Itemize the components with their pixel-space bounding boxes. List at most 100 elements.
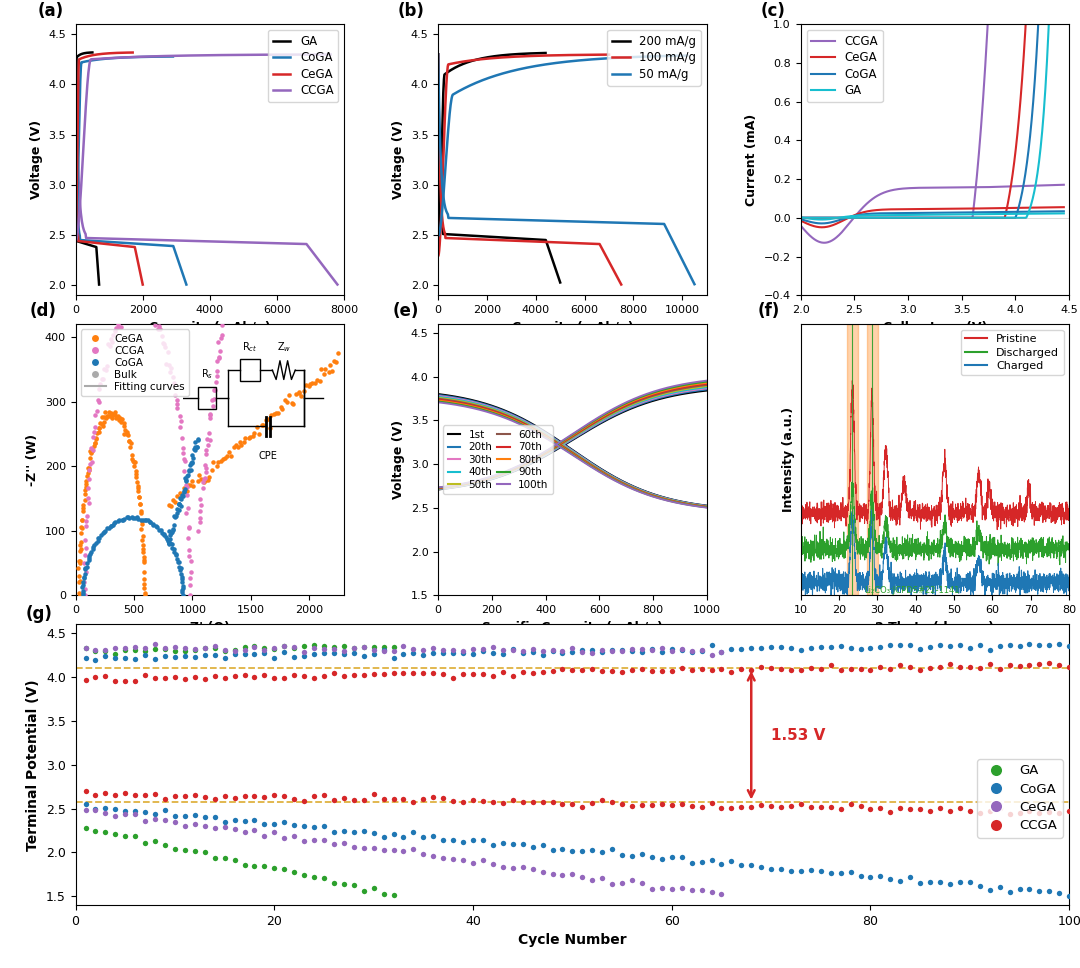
- Point: [713, 661, 730, 677]
- CCGA: [211, 236, 224, 248]
- Point: [90, 420, 107, 436]
- Point: [961, 659, 978, 675]
- Point: [136, 643, 153, 658]
- Point: [70, 554, 87, 569]
- Point: [183, 564, 200, 580]
- Point: [76, 555, 93, 570]
- Point: [110, 512, 127, 528]
- Point: [157, 837, 174, 853]
- Point: [673, 850, 690, 865]
- Point: [147, 518, 164, 533]
- Point: [181, 477, 199, 493]
- Point: [1011, 881, 1028, 896]
- Point: [84, 541, 102, 557]
- Point: [146, 312, 163, 327]
- Point: [156, 526, 173, 541]
- Point: [1021, 636, 1038, 651]
- Point: [216, 643, 233, 658]
- Point: [135, 541, 152, 557]
- Point: [174, 487, 191, 502]
- Point: [82, 445, 99, 461]
- Point: [174, 582, 191, 597]
- Point: [84, 539, 102, 555]
- Point: [181, 570, 199, 586]
- Point: [123, 295, 140, 311]
- Point: [160, 533, 177, 549]
- Point: [415, 666, 432, 681]
- GA: [80, 238, 93, 250]
- X-axis label: Z' (Ω): Z' (Ω): [190, 620, 230, 634]
- Point: [99, 408, 117, 424]
- Point: [86, 802, 104, 818]
- Point: [71, 588, 89, 603]
- 200 mA/g: [551, 268, 564, 280]
- Point: [653, 797, 671, 812]
- Point: [176, 463, 193, 478]
- Point: [673, 797, 690, 812]
- Point: [118, 425, 135, 440]
- 50 mA/g: [553, 215, 566, 227]
- Point: [86, 801, 104, 816]
- Point: [604, 794, 621, 809]
- Point: [1061, 638, 1078, 653]
- Point: [623, 641, 640, 656]
- Point: [921, 802, 939, 818]
- Point: [534, 795, 551, 810]
- Point: [504, 643, 522, 658]
- Point: [86, 407, 104, 422]
- Point: [237, 431, 254, 446]
- Point: [235, 813, 253, 829]
- 200 mA/g: [554, 277, 567, 288]
- Point: [365, 667, 382, 682]
- Point: [275, 670, 293, 685]
- Point: [165, 544, 183, 560]
- Point: [902, 659, 919, 675]
- Point: [881, 804, 899, 820]
- Point: [114, 307, 132, 322]
- Point: [125, 510, 143, 526]
- Point: [604, 642, 621, 657]
- Point: [862, 640, 879, 655]
- Point: [384, 666, 402, 681]
- Point: [355, 824, 373, 839]
- Point: [266, 787, 283, 802]
- Point: [119, 296, 136, 312]
- Point: [216, 820, 233, 835]
- Point: [1030, 656, 1048, 672]
- Point: [181, 457, 199, 472]
- Point: [75, 588, 92, 603]
- Point: [872, 659, 889, 675]
- Point: [148, 520, 165, 535]
- 200 mA/g: [504, 232, 517, 244]
- Point: [544, 866, 562, 882]
- 100 mA/g: [432, 48, 445, 60]
- Point: [135, 572, 152, 588]
- Point: [161, 531, 178, 547]
- Point: [85, 439, 103, 454]
- Point: [172, 485, 189, 500]
- Point: [212, 454, 229, 469]
- Point: [173, 584, 190, 599]
- Point: [644, 642, 661, 657]
- Point: [495, 646, 512, 661]
- Point: [231, 434, 248, 449]
- Point: [306, 820, 323, 835]
- Point: [405, 665, 422, 681]
- Point: [96, 409, 113, 425]
- Point: [162, 498, 179, 513]
- Point: [164, 493, 181, 508]
- Point: [175, 484, 192, 499]
- Point: [83, 440, 100, 456]
- Point: [564, 843, 581, 859]
- Point: [79, 556, 96, 571]
- Point: [77, 581, 94, 596]
- Point: [73, 512, 91, 528]
- Point: [434, 790, 451, 805]
- Point: [84, 442, 102, 458]
- Point: [583, 645, 600, 660]
- Point: [544, 642, 562, 657]
- Line: 50 mA/g: 50 mA/g: [438, 54, 694, 285]
- Point: [961, 875, 978, 891]
- Point: [229, 439, 246, 455]
- CoGA: [135, 238, 148, 250]
